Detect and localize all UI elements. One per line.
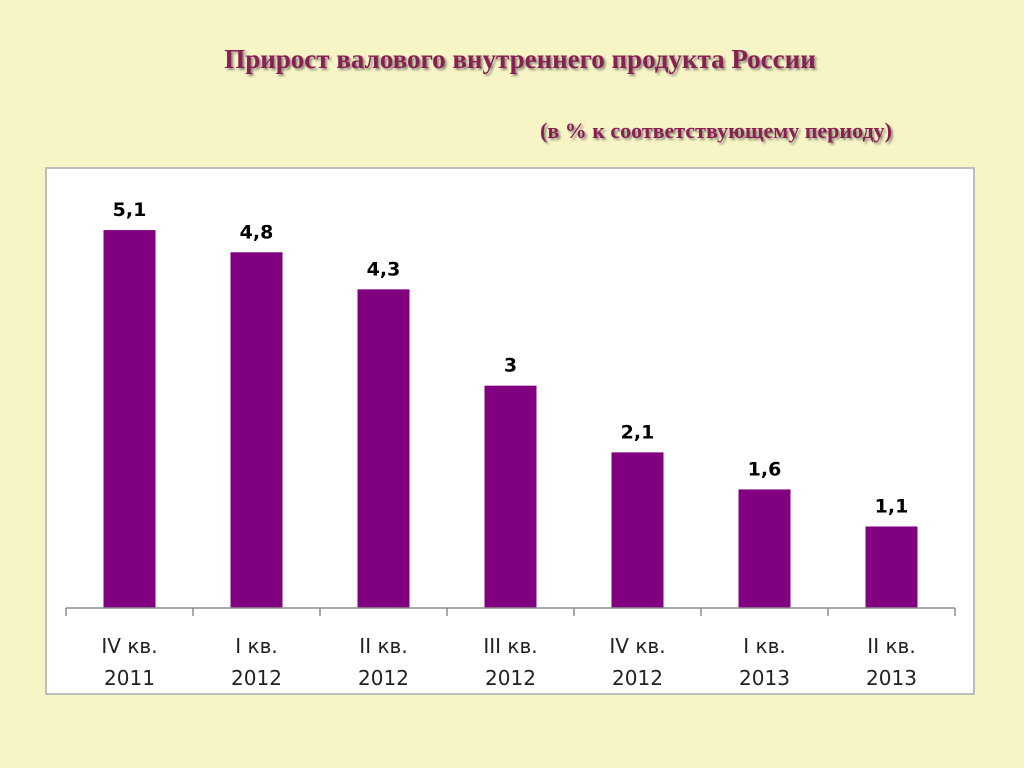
data-label-6: 1,6 — [748, 458, 782, 480]
x-tick-label-year-3: 2012 — [358, 666, 409, 690]
data-label-2: 4,8 — [240, 221, 274, 243]
x-tick-label-year-5: 2012 — [612, 666, 663, 690]
data-label-5: 2,1 — [621, 421, 655, 443]
bar-5 — [611, 452, 664, 608]
chart-area: 5,1 IV кв. 2011 4,8 I кв. 2012 4,3 II кв. 2012 3 I… — [45, 167, 975, 695]
x-tick-label-year-1: 2011 — [104, 666, 155, 690]
x-tick-label-quarter-7: II кв. — [867, 634, 915, 658]
x-tick-label-quarter-3: II кв. — [359, 634, 407, 658]
data-label-1: 5,1 — [113, 199, 147, 221]
bar-4 — [484, 385, 537, 608]
bar-6 — [738, 489, 791, 608]
bar-3 — [357, 289, 410, 608]
data-label-3: 4,3 — [367, 258, 401, 280]
x-tick-label-quarter-5: IV кв. — [609, 634, 665, 658]
bar-chart: 5,1 IV кв. 2011 4,8 I кв. 2012 4,3 II кв. 2012 3 I… — [65, 199, 956, 690]
bar-1 — [103, 230, 156, 608]
data-label-7: 1,1 — [875, 495, 909, 517]
x-tick-label-quarter-1: IV кв. — [101, 634, 157, 658]
x-tick-label-year-2: 2012 — [231, 666, 282, 690]
bar-2 — [230, 252, 283, 608]
bar-7 — [865, 526, 918, 608]
x-tick-label-quarter-6: I кв. — [743, 634, 785, 658]
x-tick-label-quarter-2: I кв. — [235, 634, 277, 658]
x-tick-label-year-6: 2013 — [739, 666, 790, 690]
data-label-4: 3 — [504, 355, 517, 377]
x-tick-label-year-4: 2012 — [485, 666, 536, 690]
chart-subtitle: (в % к соответствующему периоду) — [540, 118, 892, 143]
x-tick-label-year-7: 2013 — [866, 666, 917, 690]
chart-title: Прирост валового внутреннего продукта Ро… — [224, 44, 816, 74]
x-tick-label-quarter-4: III кв. — [483, 634, 537, 658]
